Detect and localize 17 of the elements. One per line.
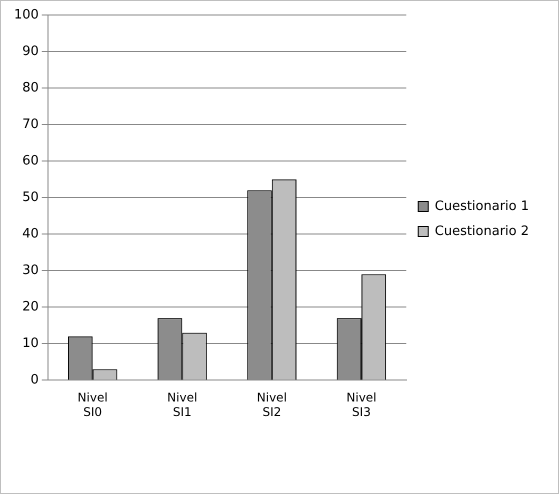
y-tick-label: 80 — [22, 80, 39, 96]
y-tick-label: 70 — [22, 116, 39, 132]
legend-label: Cuestionario 2 — [434, 224, 530, 239]
y-tick-label: 20 — [22, 300, 39, 315]
y-tick-label: 40 — [22, 226, 39, 242]
legend-label: Cuestionario 1 — [434, 198, 530, 214]
x-tick-label: Nivel SI2 — [256, 390, 287, 419]
y-tick-label: 60 — [22, 153, 39, 168]
y-tick-label: 100 — [14, 7, 39, 22]
y-tick-label: 0 — [30, 372, 39, 388]
y-tick-label: 30 — [22, 263, 39, 278]
x-tick-label: Nivel SI3 — [346, 390, 377, 419]
x-tick-label: Nivel SI1 — [167, 390, 198, 419]
y-tick-label: 50 — [22, 190, 39, 205]
y-tick-label: 10 — [22, 336, 39, 352]
x-tick-label: Nivel SI0 — [78, 390, 108, 419]
y-tick-label: 90 — [22, 44, 39, 59]
